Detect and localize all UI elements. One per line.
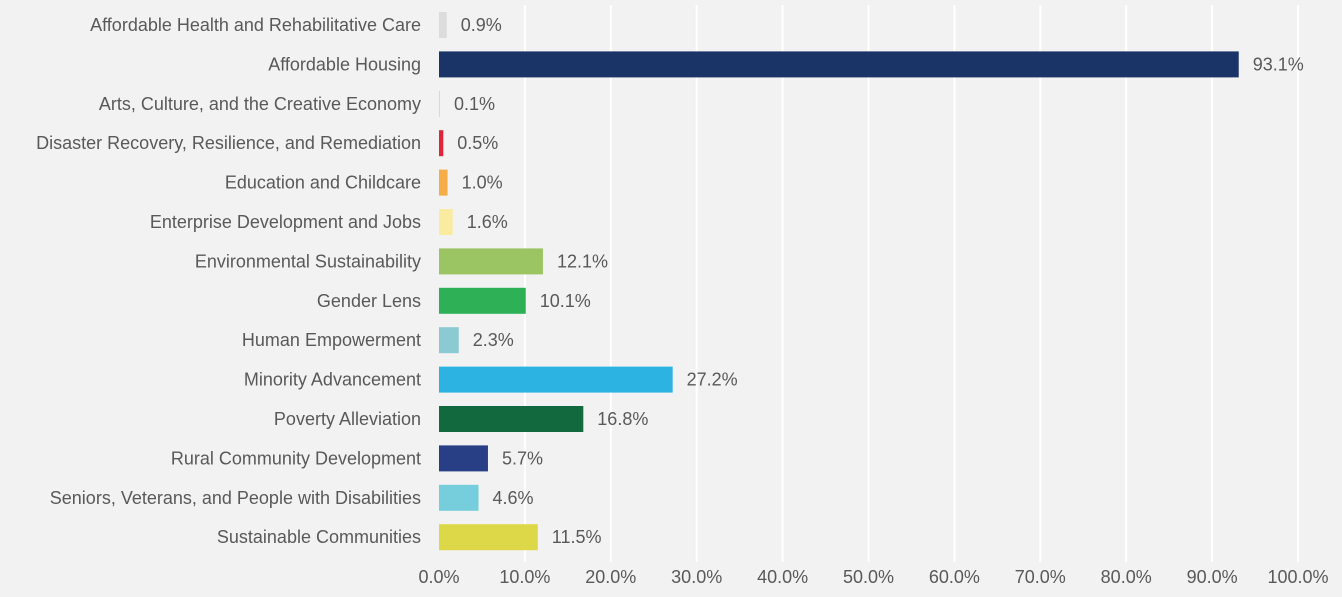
category-label: Disaster Recovery, Resilience, and Remed… [36, 133, 421, 153]
category-label: Education and Childcare [225, 173, 421, 193]
data-label: 0.9% [461, 15, 502, 35]
bar [439, 169, 448, 196]
category-labels: Affordable Health and Rehabilitative Car… [36, 15, 421, 547]
x-tick-label: 80.0% [1101, 567, 1152, 587]
data-label: 1.0% [462, 173, 503, 193]
bar [439, 51, 1239, 78]
data-label: 16.8% [597, 409, 648, 429]
bar [439, 445, 488, 472]
bar [439, 90, 440, 117]
data-label: 2.3% [473, 330, 514, 350]
bar [439, 484, 479, 511]
x-tick-label: 0.0% [418, 567, 459, 587]
data-label: 0.5% [457, 133, 498, 153]
category-label: Enterprise Development and Jobs [150, 212, 421, 232]
category-label: Human Empowerment [242, 330, 421, 350]
category-label: Seniors, Veterans, and People with Disab… [50, 488, 421, 508]
category-label: Gender Lens [317, 291, 421, 311]
category-label: Rural Community Development [171, 448, 421, 468]
category-label: Affordable Housing [268, 54, 421, 74]
gridlines [523, 5, 1299, 562]
bar [439, 209, 453, 235]
data-label: 0.1% [454, 94, 495, 114]
bar [439, 366, 673, 393]
bar [439, 327, 459, 354]
data-label: 4.6% [493, 488, 534, 508]
category-label: Affordable Health and Rehabilitative Car… [90, 15, 421, 35]
bar [439, 248, 543, 275]
data-label: 5.7% [502, 448, 543, 468]
data-label: 1.6% [467, 212, 508, 232]
x-tick-label: 50.0% [843, 567, 894, 587]
data-label: 11.5% [552, 527, 602, 547]
data-labels: 0.9% 93.1% 0.1% 0.5% 1.0% 1.6% 12.1% 10.1% 2.3% 2… [454, 15, 1304, 547]
data-label: 12.1% [557, 251, 608, 271]
category-label: Sustainable Communities [217, 527, 421, 547]
x-tick-label: 20.0% [585, 567, 636, 587]
x-tick-label: 100.0% [1267, 567, 1328, 587]
bars [439, 12, 1239, 551]
bar [439, 130, 444, 157]
x-tick-label: 30.0% [671, 567, 722, 587]
x-tick-label: 70.0% [1015, 567, 1066, 587]
bar [439, 524, 538, 551]
category-label: Poverty Alleviation [274, 409, 421, 429]
x-tick-label: 10.0% [499, 567, 550, 587]
category-label: Arts, Culture, and the Creative Economy [99, 94, 421, 114]
data-label: 27.2% [687, 370, 738, 390]
x-axis-ticks: 0.0% 10.0% 20.0% 30.0% 40.0% 50.0% 60.0% 70.0% 8… [418, 567, 1328, 587]
category-label: Minority Advancement [244, 370, 421, 390]
bar [439, 406, 584, 432]
data-label: 10.1% [540, 291, 591, 311]
bar [439, 287, 526, 314]
category-label: Environmental Sustainability [195, 251, 421, 271]
x-tick-label: 60.0% [929, 567, 980, 587]
x-tick-label: 40.0% [757, 567, 808, 587]
bar [439, 12, 447, 38]
data-label: 93.1% [1253, 54, 1304, 74]
x-tick-label: 90.0% [1187, 567, 1238, 587]
